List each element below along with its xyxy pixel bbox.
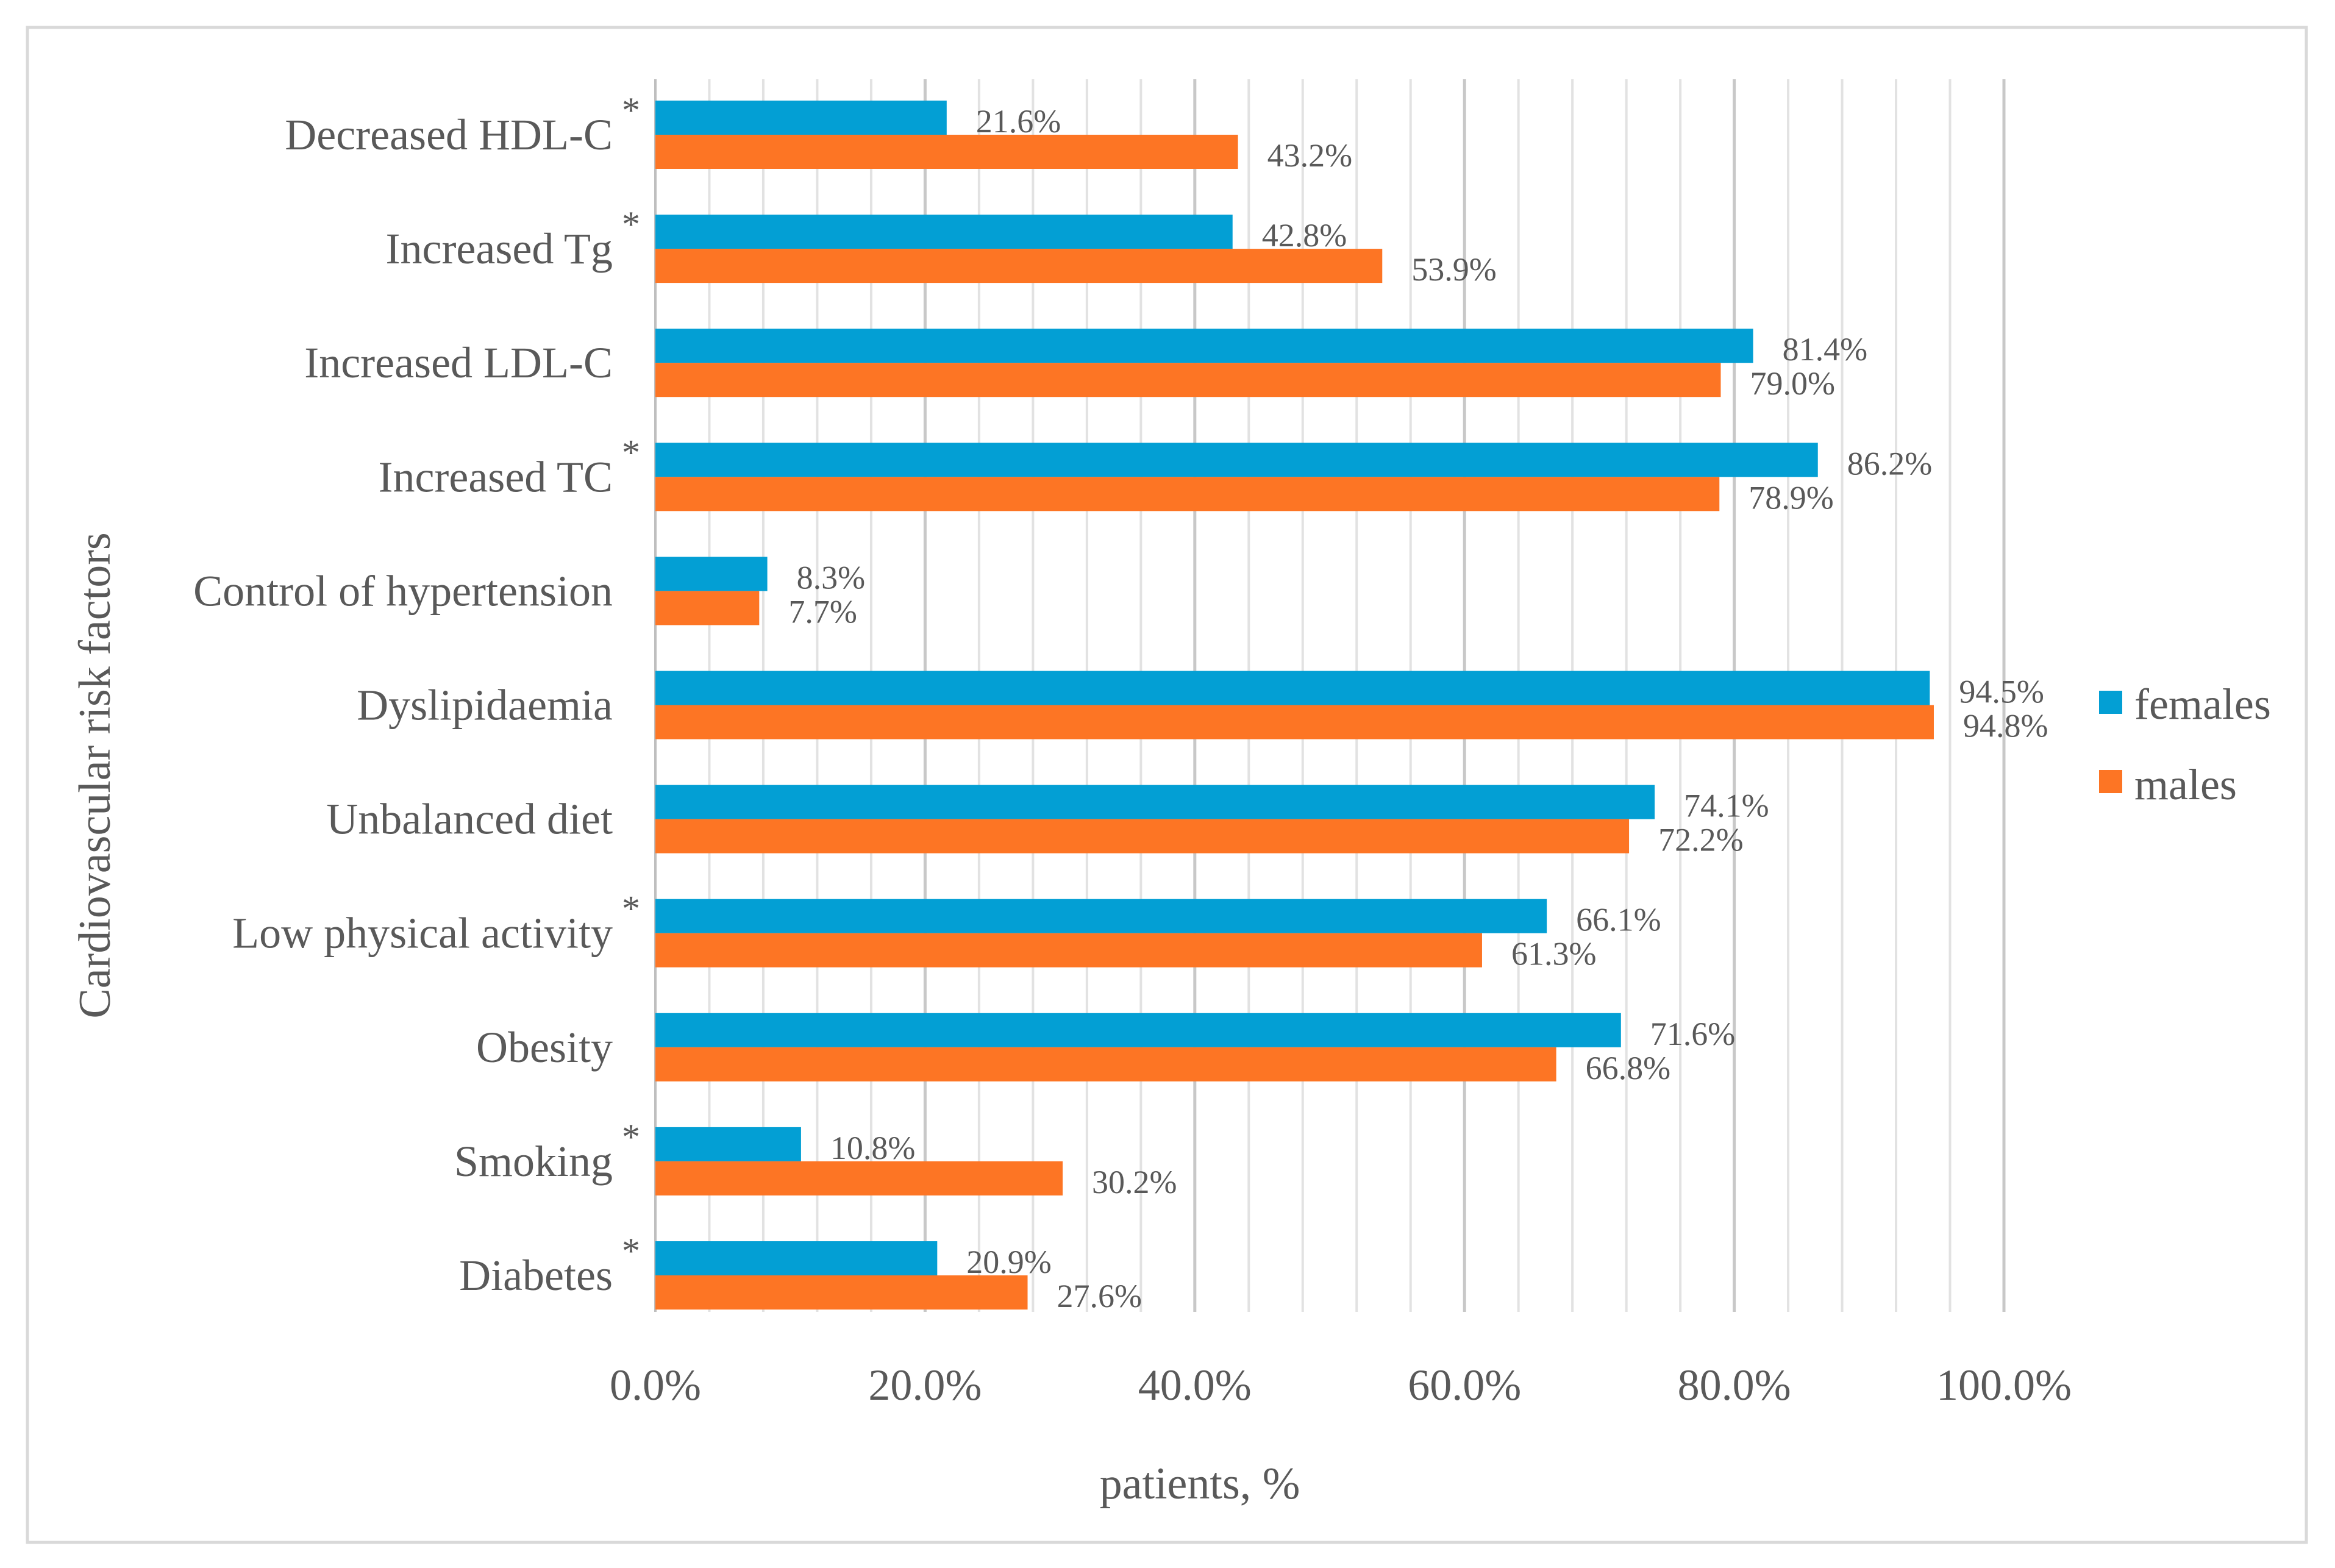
category-label-3: Increased TC — [378, 452, 613, 501]
bar-females-2 — [655, 329, 1753, 363]
data-label-females-6: 74.1% — [1684, 788, 1769, 824]
data-label-females-10: 20.9% — [966, 1244, 1051, 1280]
legend-swatch-males — [2099, 770, 2122, 793]
bar-males-0 — [655, 135, 1238, 169]
data-label-females-0: 21.6% — [976, 103, 1061, 140]
data-label-males-3: 78.9% — [1749, 479, 1833, 516]
data-label-males-1: 53.9% — [1411, 251, 1496, 288]
bar-females-4 — [655, 557, 768, 591]
bar-males-1 — [655, 249, 1383, 283]
significance-marker-1: * — [622, 204, 640, 244]
legend-label-males: males — [2134, 760, 2237, 809]
data-label-males-2: 79.0% — [1750, 365, 1834, 402]
bar-males-5 — [655, 705, 1934, 739]
category-label-4: Control of hypertension — [193, 566, 613, 615]
y-axis-title: Cardiovascular risk factors — [70, 532, 120, 1018]
bar-males-9 — [655, 1161, 1063, 1196]
category-labels: Decreased HDL-C *Increased Tg *Increased L… — [193, 90, 640, 1300]
legend: females males — [2099, 680, 2271, 809]
bar-females-9 — [655, 1127, 801, 1161]
bar-males-10 — [655, 1275, 1028, 1310]
data-label-males-8: 66.8% — [1586, 1050, 1670, 1086]
x-tick-label-3: 60.0% — [1408, 1361, 1521, 1409]
significance-marker-9: * — [622, 1117, 640, 1157]
bar-females-0 — [655, 101, 947, 135]
category-label-8: Obesity — [476, 1023, 613, 1072]
bar-females-6 — [655, 785, 1655, 819]
bar-females-3 — [655, 443, 1818, 477]
bar-males-8 — [655, 1047, 1556, 1082]
data-label-females-8: 71.6% — [1650, 1016, 1735, 1052]
bars — [655, 101, 1934, 1310]
data-label-males-4: 7.7% — [788, 593, 857, 630]
bar-females-10 — [655, 1241, 938, 1275]
x-tick-label-2: 40.0% — [1138, 1361, 1252, 1409]
data-label-females-5: 94.5% — [1959, 674, 2044, 710]
bar-males-2 — [655, 363, 1721, 397]
bar-females-5 — [655, 671, 1930, 705]
category-label-6: Unbalanced diet — [326, 795, 613, 844]
category-label-1: Increased Tg — [386, 224, 613, 273]
data-label-males-10: 27.6% — [1057, 1278, 1142, 1314]
data-label-females-7: 66.1% — [1576, 902, 1661, 938]
bar-females-8 — [655, 1013, 1621, 1047]
category-label-10: Diabetes — [459, 1251, 613, 1300]
category-label-5: Dyslipidaemia — [357, 681, 613, 730]
x-tick-labels: 0.0% 20.0% 40.0% 60.0% 80.0% 100.0% — [610, 1361, 2072, 1409]
significance-marker-0: * — [622, 90, 640, 130]
bar-females-1 — [655, 215, 1233, 249]
data-label-females-3: 86.2% — [1847, 445, 1932, 482]
data-label-males-7: 61.3% — [1511, 936, 1596, 972]
data-label-males-5: 94.8% — [1963, 708, 2048, 744]
bar-males-7 — [655, 933, 1482, 968]
category-label-9: Smoking — [454, 1137, 613, 1186]
x-axis-title: patients, % — [1100, 1459, 1300, 1509]
category-label-7: Low physical activity — [232, 909, 613, 958]
data-label-females-1: 42.8% — [1262, 217, 1347, 254]
bar-males-4 — [655, 591, 760, 625]
legend-label-females: females — [2134, 680, 2271, 729]
x-tick-label-0: 0.0% — [610, 1361, 701, 1409]
data-label-males-9: 30.2% — [1092, 1164, 1177, 1200]
data-label-females-9: 10.8% — [830, 1130, 915, 1166]
legend-swatch-females — [2099, 691, 2122, 714]
bar-females-7 — [655, 899, 1547, 933]
x-tick-label-1: 20.0% — [868, 1361, 982, 1409]
x-tick-label-4: 80.0% — [1678, 1361, 1791, 1409]
category-label-0: Decreased HDL-C — [285, 110, 613, 159]
x-tick-label-5: 100.0% — [1936, 1361, 2072, 1409]
data-label-females-4: 8.3% — [797, 559, 865, 596]
bar-males-6 — [655, 819, 1630, 853]
significance-marker-7: * — [622, 889, 640, 929]
category-label-2: Increased LDL-C — [304, 338, 613, 387]
data-labels: 21.6% 43.2% 42.8% 53.9% 81.4%79.0% 86.2% 78.9%… — [788, 103, 2048, 1314]
significance-marker-10: * — [622, 1231, 640, 1271]
chart-border — [26, 26, 2308, 1544]
data-label-males-0: 43.2% — [1267, 137, 1352, 174]
bar-males-3 — [655, 477, 1720, 511]
significance-marker-3: * — [622, 432, 640, 472]
data-label-females-2: 81.4% — [1783, 331, 1867, 368]
data-label-males-6: 72.2% — [1658, 822, 1743, 858]
